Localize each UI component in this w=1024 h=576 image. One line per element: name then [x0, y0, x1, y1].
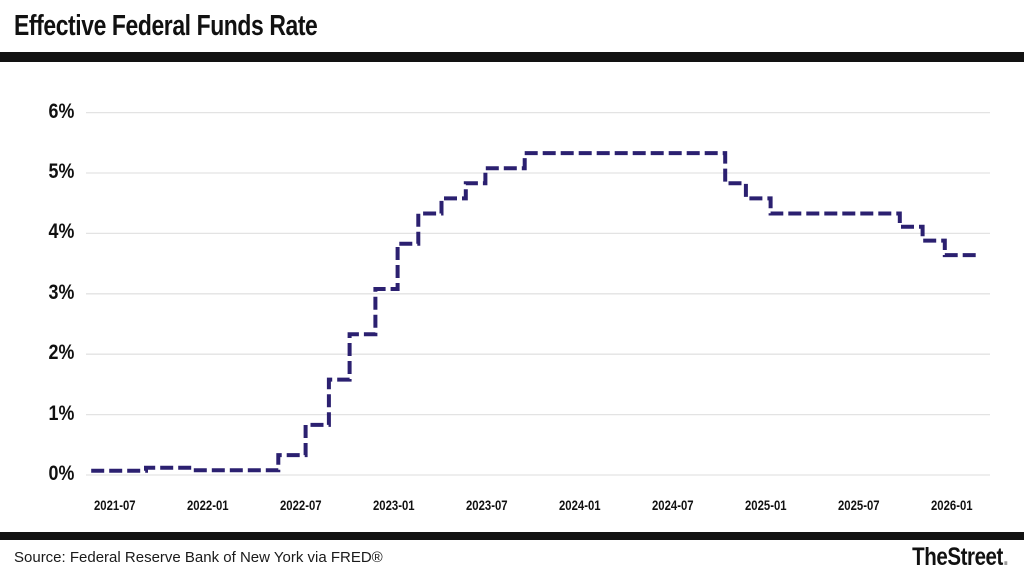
- y-axis-label-6%: 6%: [48, 99, 74, 123]
- x-axis-label-2025-01: 2025-01: [745, 498, 787, 513]
- page-title-text: Effective Federal Funds Rate: [14, 10, 318, 42]
- x-axis-label-2024-01: 2024-01: [559, 498, 601, 513]
- x-axis-label-2023-01: 2023-01: [373, 498, 415, 513]
- x-axis-label-2022-01: 2022-01: [187, 498, 229, 513]
- y-axis-label-2%: 2%: [48, 341, 74, 365]
- effr-series-line: [91, 151, 980, 473]
- footer-divider-bar: [0, 532, 1024, 540]
- source-attribution: Source: Federal Reserve Bank of New York…: [14, 549, 383, 566]
- header-divider-bar: [0, 52, 1024, 62]
- x-axis-label-2023-07: 2023-07: [466, 498, 508, 513]
- x-axis-label-2025-07: 2025-07: [838, 498, 880, 513]
- page-title: Effective Federal Funds Rate: [14, 10, 398, 43]
- y-axis-label-5%: 5%: [48, 160, 74, 183]
- thestreet-logo: TheStreet.: [891, 543, 1009, 572]
- y-axis-label-1%: 1%: [48, 401, 74, 425]
- thestreet-logo-text: TheStreet: [911, 543, 1003, 571]
- x-axis-label-2026-01: 2026-01: [931, 498, 973, 513]
- thestreet-logo-dot: .: [1002, 543, 1009, 571]
- x-axis-label-2022-07: 2022-07: [280, 498, 322, 513]
- y-axis-label-3%: 3%: [48, 280, 74, 304]
- y-axis-label-4%: 4%: [48, 220, 74, 244]
- x-axis-label-2024-07: 2024-07: [652, 498, 694, 513]
- y-axis-label-0%: 0%: [48, 462, 74, 485]
- x-axis-label-2021-07: 2021-07: [94, 498, 136, 513]
